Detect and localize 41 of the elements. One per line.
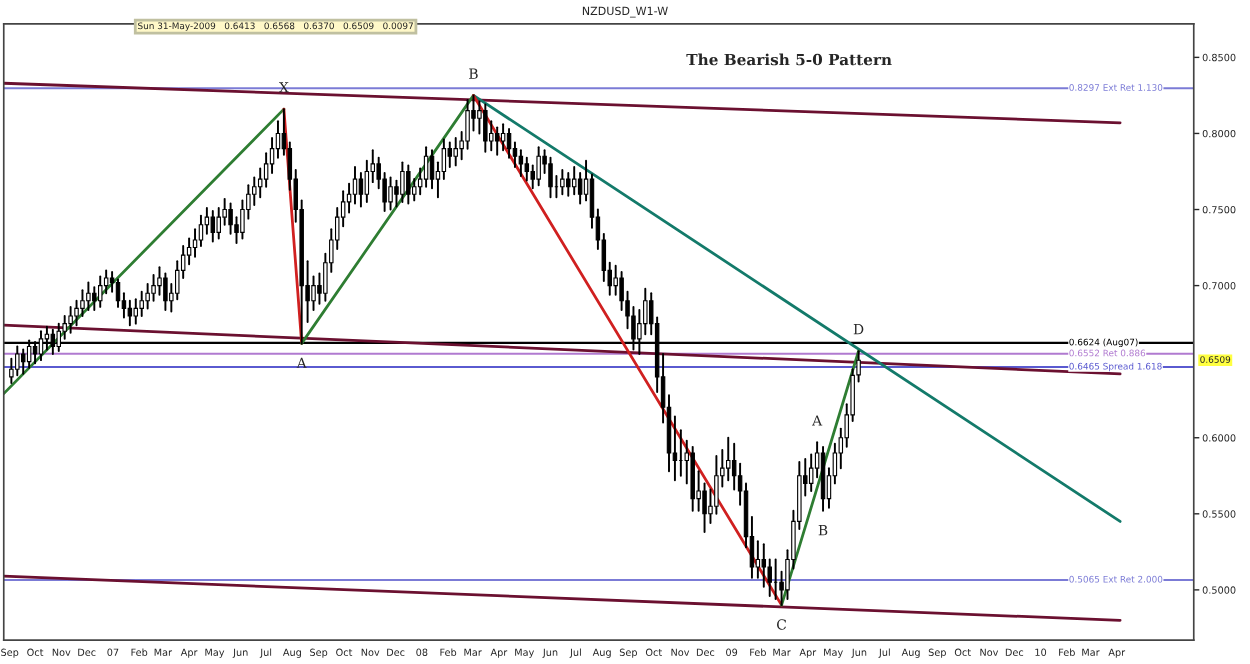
candlestick xyxy=(151,273,156,302)
candlestick xyxy=(210,210,216,243)
candlestick xyxy=(394,179,399,208)
candlestick xyxy=(755,540,761,579)
candlestick xyxy=(68,305,73,334)
candlestick xyxy=(423,146,429,188)
candlestick xyxy=(500,123,506,152)
candlestick xyxy=(352,165,358,205)
candlestick xyxy=(613,264,618,296)
candlestick xyxy=(406,164,411,205)
candlestick xyxy=(358,172,364,208)
candlestick xyxy=(524,156,530,182)
candlestick xyxy=(518,149,524,178)
candlestick xyxy=(157,266,162,296)
candlestick xyxy=(20,348,26,375)
candlestick xyxy=(447,141,453,168)
candlestick xyxy=(133,298,139,325)
candlestick xyxy=(400,161,405,203)
candlestick xyxy=(127,299,133,327)
candlestick xyxy=(163,272,168,311)
candlestick xyxy=(566,172,571,197)
candlestick xyxy=(690,445,695,512)
candlestick xyxy=(725,436,731,482)
candlestick xyxy=(530,164,535,190)
candlestick xyxy=(453,137,458,167)
candlestick xyxy=(494,126,500,156)
candlestick xyxy=(139,290,144,317)
candlestick xyxy=(97,275,103,308)
candlestick xyxy=(820,445,826,512)
candlestick xyxy=(571,165,577,196)
candlestick xyxy=(92,286,97,311)
candlestick xyxy=(483,103,488,153)
candlestick xyxy=(560,168,565,196)
candlestick xyxy=(429,149,435,190)
candlestick xyxy=(577,172,583,205)
candlestick xyxy=(548,156,553,199)
candlestick xyxy=(388,176,393,211)
candlestick xyxy=(477,100,482,135)
candlestick xyxy=(86,281,91,311)
candlestick xyxy=(536,146,541,187)
candlestick xyxy=(311,275,316,311)
